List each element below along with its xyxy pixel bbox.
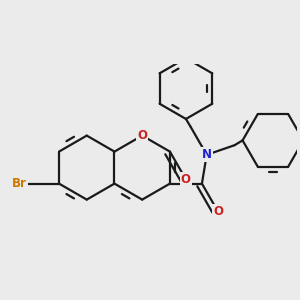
Text: O: O	[137, 129, 147, 142]
Text: O: O	[181, 173, 191, 186]
Text: N: N	[202, 148, 212, 161]
Text: O: O	[213, 205, 223, 218]
Text: Br: Br	[12, 177, 27, 190]
